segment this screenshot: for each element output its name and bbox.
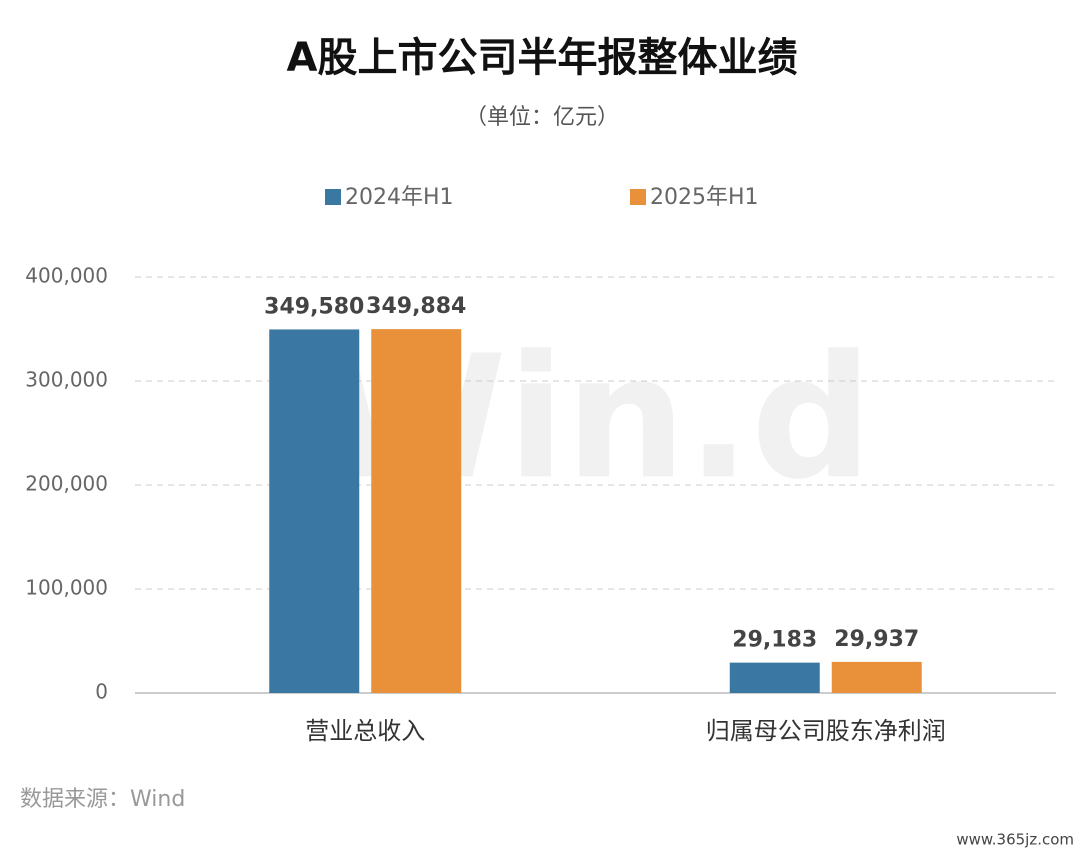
value-label: 29,183 xyxy=(732,628,817,653)
source-note: 数据来源：Wind xyxy=(20,787,185,812)
bar xyxy=(371,329,462,693)
bar xyxy=(831,661,922,693)
value-label: 29,937 xyxy=(834,627,919,652)
y-tick-label: 300,000 xyxy=(25,368,108,392)
chart-title: A股上市公司半年报整体业绩 xyxy=(287,35,798,81)
legend-label: 2024年H1 xyxy=(345,185,454,210)
y-tick-label: 400,000 xyxy=(25,264,108,288)
x-tick-label: 营业总收入 xyxy=(305,717,425,745)
bar xyxy=(729,662,820,693)
legend-swatch xyxy=(630,189,646,205)
x-tick-label: 归属母公司股东净利润 xyxy=(706,717,946,745)
y-tick-label: 0 xyxy=(95,680,108,704)
y-tick-label: 100,000 xyxy=(25,576,108,600)
value-label: 349,580 xyxy=(264,294,364,319)
site-watermark: www.365jz.com xyxy=(956,831,1074,849)
y-tick-label: 200,000 xyxy=(25,472,108,496)
bar xyxy=(269,329,360,693)
chart-subtitle: （单位：亿元） xyxy=(465,105,619,130)
legend-label: 2025年H1 xyxy=(650,185,759,210)
legend-swatch xyxy=(325,189,341,205)
value-label: 349,884 xyxy=(366,294,466,319)
